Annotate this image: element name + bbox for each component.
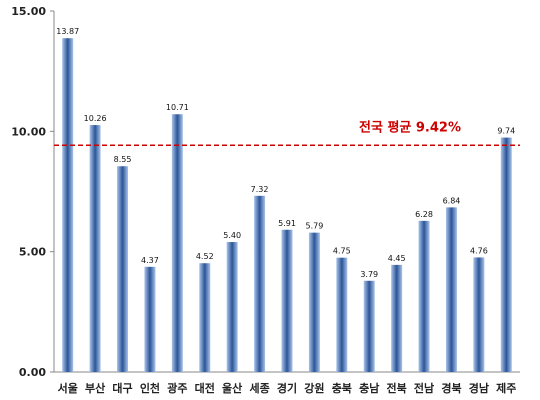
x-tick-label: 부산 (85, 381, 105, 395)
x-tick-label: 광주 (167, 382, 187, 395)
bar (62, 38, 74, 372)
bar (500, 137, 512, 372)
bar (254, 195, 266, 372)
x-tick-label: 세종 (249, 381, 269, 395)
x-tick-label: 전남 (414, 381, 434, 395)
bar (144, 266, 156, 372)
bar (445, 207, 457, 372)
bar (281, 229, 293, 372)
y-tick-label: 5.00 (19, 246, 46, 259)
reference-line-label: 전국 평균 9.42% (359, 119, 461, 135)
data-label: 4.37 (141, 256, 159, 265)
data-label: 4.75 (333, 247, 351, 256)
bar (226, 242, 238, 372)
bar (89, 125, 101, 373)
x-tick-label: 전북 (387, 381, 407, 395)
data-label: 4.76 (470, 246, 488, 255)
bar (336, 257, 348, 372)
x-tick-label: 강원 (304, 381, 324, 395)
data-label: 8.55 (114, 155, 132, 164)
y-tick-label: 10.00 (11, 125, 46, 138)
x-tick-label: 대구 (112, 381, 132, 395)
bar (418, 220, 430, 372)
bar (308, 232, 320, 372)
bar (117, 166, 129, 372)
bar (199, 263, 211, 372)
data-label: 3.79 (360, 270, 378, 279)
y-tick-label: 15.00 (11, 5, 46, 18)
data-label: 13.87 (56, 27, 79, 36)
x-tick-label: 제주 (496, 381, 516, 395)
data-label: 7.32 (251, 185, 269, 194)
data-label: 4.52 (196, 252, 214, 261)
y-tick-label: 0.00 (19, 366, 46, 379)
x-tick-label: 대전 (195, 381, 215, 395)
x-tick-label: 경남 (469, 381, 489, 395)
x-tick-label: 경기 (277, 381, 297, 395)
x-tick-label: 충북 (332, 381, 352, 395)
bar (363, 280, 375, 372)
bar (171, 114, 183, 372)
x-tick-label: 경북 (441, 381, 461, 395)
data-label: 10.71 (166, 103, 189, 112)
data-label: 9.74 (497, 127, 515, 136)
x-tick-label: 서울 (58, 381, 78, 395)
x-tick-label: 울산 (222, 381, 242, 395)
x-tick-label: 충남 (359, 381, 379, 395)
data-label: 6.84 (443, 196, 461, 205)
data-label: 10.26 (84, 114, 107, 123)
data-label: 5.91 (278, 219, 296, 228)
data-label: 6.28 (415, 210, 433, 219)
x-tick-label: 인천 (140, 381, 160, 395)
bar (473, 257, 485, 372)
data-label: 5.79 (306, 222, 324, 231)
bar (391, 264, 403, 372)
data-label: 4.45 (388, 254, 406, 263)
data-label: 5.40 (223, 231, 241, 240)
